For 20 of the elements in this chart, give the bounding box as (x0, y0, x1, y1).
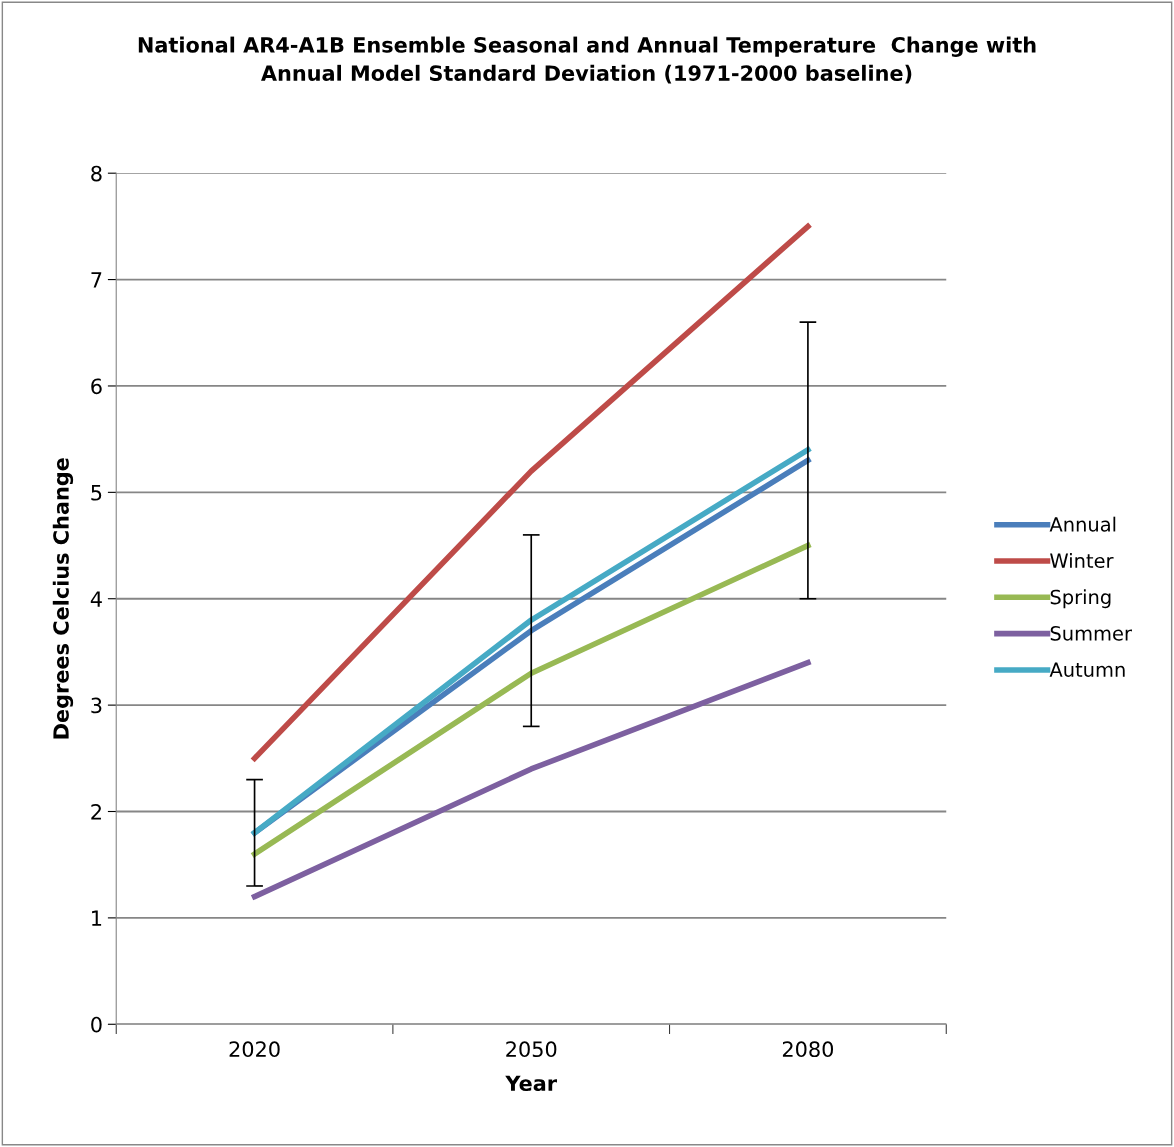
legend-label: Autumn (1049, 662, 1125, 678)
y-tick-label: 2 (91, 803, 101, 820)
y-tick-label: 8 (91, 165, 102, 182)
y-tick-label: 7 (91, 272, 102, 288)
legend-label: Spring (1050, 589, 1111, 609)
y-tick-label: 0 (91, 1016, 102, 1033)
x-tick-label: 2080 (782, 1041, 834, 1058)
y-tick-label: 5 (91, 485, 102, 501)
legend-label: Winter (1050, 553, 1114, 569)
y-tick-label: 6 (91, 378, 102, 395)
legend-label: Annual (1049, 516, 1116, 532)
y-tick-label: 1 (92, 910, 102, 926)
x-tick-label: 2020 (229, 1041, 280, 1058)
x-axis-title: Year (505, 1075, 557, 1092)
chart-title: National AR4-A1B Ensemble Seasonal and Annual Temperature Change with Annual Model Standard Deviation (1971-2000 baseline) (138, 36, 1036, 84)
legend-label: Summer (1050, 625, 1132, 641)
y-axis-title: Degrees Celcius Change (52, 458, 74, 739)
y-tick-label: 3 (91, 697, 102, 714)
x-tick-label: 2050 (506, 1041, 557, 1058)
y-tick-label: 4 (90, 591, 102, 607)
